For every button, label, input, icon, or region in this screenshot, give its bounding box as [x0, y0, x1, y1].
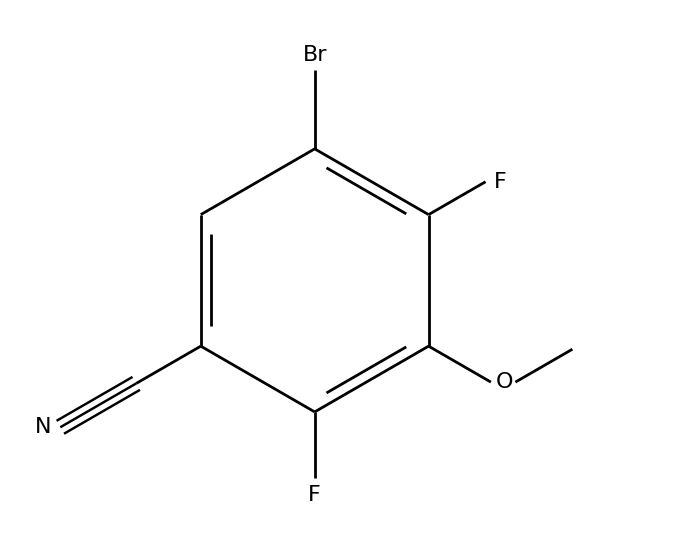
Text: F: F — [308, 485, 321, 505]
Text: N: N — [35, 417, 52, 437]
Text: O: O — [496, 372, 514, 392]
Text: Br: Br — [302, 45, 327, 65]
Text: F: F — [494, 172, 507, 192]
